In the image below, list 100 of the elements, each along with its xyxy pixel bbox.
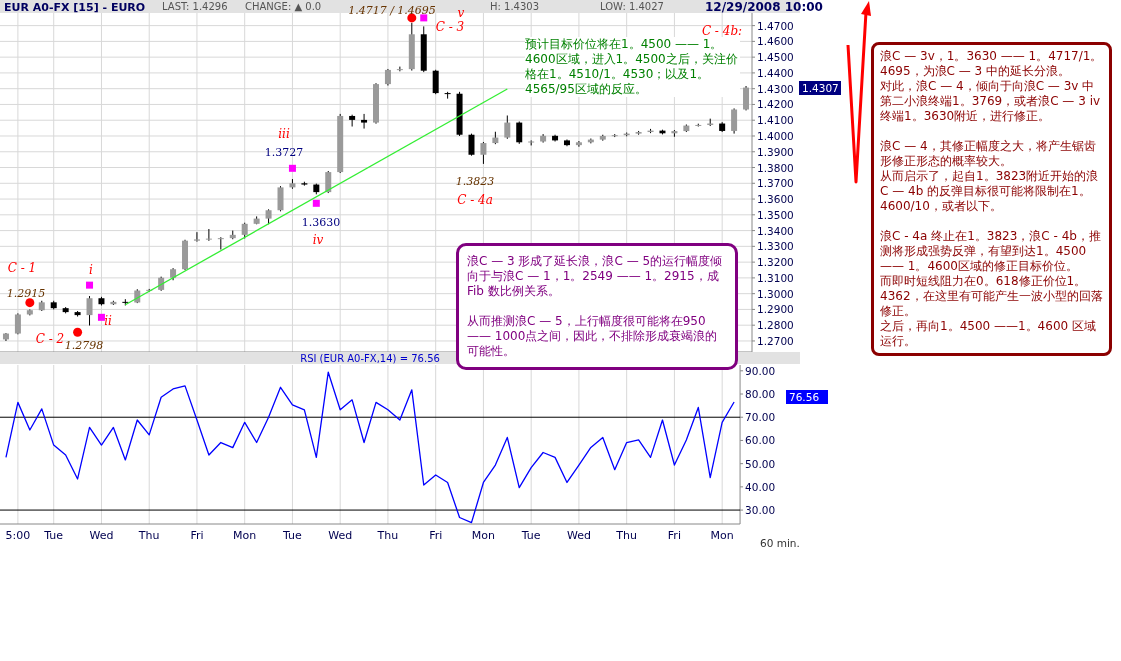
text: 而即时短线阻力在0。618修正价位1。4362，在这里有可能产生一波小型的回落修正。	[880, 274, 1103, 319]
x-tick-label: Wed	[89, 529, 114, 542]
x-tick-label: Wed	[566, 529, 591, 542]
chart-title: EUR A0-FX [15] - EURO	[4, 1, 146, 14]
annotation: iv	[312, 233, 324, 247]
y-tick-label: 1.3700	[757, 177, 794, 190]
y-tick-label: 1.3300	[757, 240, 794, 253]
text: 之后，再向1。4500 ——1。4600 区域运行。	[880, 319, 1097, 349]
y-tick-label: 1.4600	[757, 35, 794, 48]
x-tick-label: Fri	[667, 529, 681, 542]
text: 对此，浪C — 4，倾向于向浪C — 3v 中第二小浪终端1。3769，或者浪C — 3 iv 终端1。3630附近，进行修正。	[880, 79, 1102, 124]
text: 浪C - 4a 终止在1。3823，浪C - 4b，推测将形成强势反弹，有望到达1。4500 —— 1。4600区域的修正目标价位。	[880, 229, 1102, 274]
point	[407, 13, 417, 23]
y-tick-label: 1.3600	[757, 193, 794, 206]
candlestick	[516, 120, 523, 145]
annotation: C - 4a	[457, 193, 493, 207]
candlestick	[432, 69, 439, 95]
annotation: 1.3823	[455, 175, 495, 188]
text: LAST: 1.4296	[162, 1, 228, 12]
text: CHANGE: ▲ 0.0	[245, 1, 322, 12]
candlestick	[361, 113, 368, 130]
line-series	[5, 371, 735, 524]
text: H: 1.4303	[490, 1, 540, 12]
y-tick-label: 1.4000	[757, 129, 794, 142]
x-tick-label: Fri	[429, 529, 443, 542]
y-tick-label: 1.3000	[757, 287, 794, 300]
candlestick	[86, 295, 93, 327]
text: 60 min.	[760, 537, 800, 549]
y-tick-label: 1.3400	[757, 224, 794, 237]
x-tick-label: Mon	[471, 529, 496, 542]
y-tick-label: 1.2700	[757, 334, 794, 347]
point	[420, 14, 428, 22]
y-tick-label: 50.00	[745, 457, 776, 470]
annotation: 1.4717 / 1.4695	[348, 4, 436, 17]
y-tick-label: 40.00	[745, 480, 776, 493]
x-tick-label: Tue	[282, 529, 303, 542]
text: 浪C — 3v，1。3630 —— 1。4717/1。4695，为浪C — 3 中的延长分浪。	[880, 49, 1103, 79]
x-tick-label: Tue	[43, 529, 64, 542]
point	[312, 199, 320, 207]
candlestick	[731, 107, 738, 135]
y-tick-label: 1.4400	[757, 66, 794, 79]
y-tick-label: 1.4700	[757, 19, 794, 32]
y-tick-label: 1.4300	[757, 82, 794, 95]
annotation: i	[89, 263, 94, 277]
x-tick-label: Thu	[615, 529, 637, 542]
candlestick	[349, 114, 356, 128]
annotation: 浪C — 3 形成了延长浪，浪C — 5的运行幅度倾向于与浪C — 1，1。2549 —— 1。2915，成Fib 数比例关系。	[467, 254, 724, 299]
candlestick	[468, 133, 475, 157]
text: 76.56	[789, 391, 820, 403]
x-tick-label: Wed	[328, 529, 353, 542]
annotation: 1.3630	[301, 216, 341, 229]
text: 从而启示了，起自1。3823附近开始的浪C — 4b 的反弹目标很可能将限制在1。4600/10，或者以下。	[880, 169, 1100, 214]
x-tick-label: Tue	[520, 529, 541, 542]
annotation: iii	[278, 127, 290, 141]
text: LOW: 1.4027	[600, 1, 664, 12]
annotation: 12/29/2008 10:00	[705, 0, 823, 14]
annotation: C - 4b:	[701, 24, 743, 38]
candlestick	[217, 236, 224, 251]
point	[25, 298, 35, 308]
candlestick	[575, 140, 582, 148]
annotation: ii	[104, 314, 112, 328]
y-tick-label: 1.3200	[757, 256, 794, 269]
candlestick	[325, 170, 332, 194]
y-tick-label: 1.4500	[757, 51, 794, 64]
candlestick	[396, 66, 403, 72]
y-tick-label: 30.00	[745, 504, 776, 517]
annotation: C - 1	[7, 261, 37, 275]
y-tick-label: 80.00	[745, 388, 776, 401]
annotation: 1.3727	[264, 146, 304, 159]
x-tick-label: 5:00	[5, 529, 31, 542]
text: 浪C — 4，其修正幅度之大，将产生锯齿形修正形态的概率较大。	[880, 139, 1097, 169]
candlestick	[743, 85, 750, 111]
annotation: 1.2798	[64, 339, 104, 352]
y-tick-label: 1.3500	[757, 208, 794, 221]
candlestick	[277, 185, 284, 212]
annotation: 1.2915	[6, 287, 46, 300]
x-tick-label: Thu	[376, 529, 399, 542]
annotation: 预计目标价位将在1。4500 —— 1。4600区域，进入1。4500之后，关注价格在1。4510/1。4530；以及1。4565/95区域的反应。	[525, 37, 740, 97]
point	[86, 281, 94, 289]
y-tick-label: 1.4100	[757, 114, 794, 127]
y-tick-label: 1.3100	[757, 271, 794, 284]
point	[97, 313, 105, 321]
x-tick-label: Thu	[137, 529, 160, 542]
y-tick-label: 1.3900	[757, 145, 794, 158]
y-tick-label: 90.00	[745, 364, 776, 377]
point	[288, 164, 296, 172]
annotation: v	[457, 6, 465, 20]
annotation: C - 3	[435, 20, 465, 34]
x-tick-label: Mon	[710, 529, 734, 542]
chart-title: RSI (EUR A0-FX,14) = 76.56	[300, 353, 440, 364]
candlestick	[504, 114, 511, 140]
y-tick-label: 60.00	[745, 434, 776, 447]
candlestick	[193, 231, 200, 243]
text: 1.4307	[802, 82, 839, 94]
y-tick-label: 1.4200	[757, 98, 794, 111]
annotation: C - 2	[35, 332, 65, 346]
x-tick-label: Fri	[190, 529, 204, 542]
y-tick-label: 1.2900	[757, 303, 794, 316]
x-tick-label: Mon	[233, 529, 257, 542]
y-tick-label: 1.3800	[757, 161, 794, 174]
